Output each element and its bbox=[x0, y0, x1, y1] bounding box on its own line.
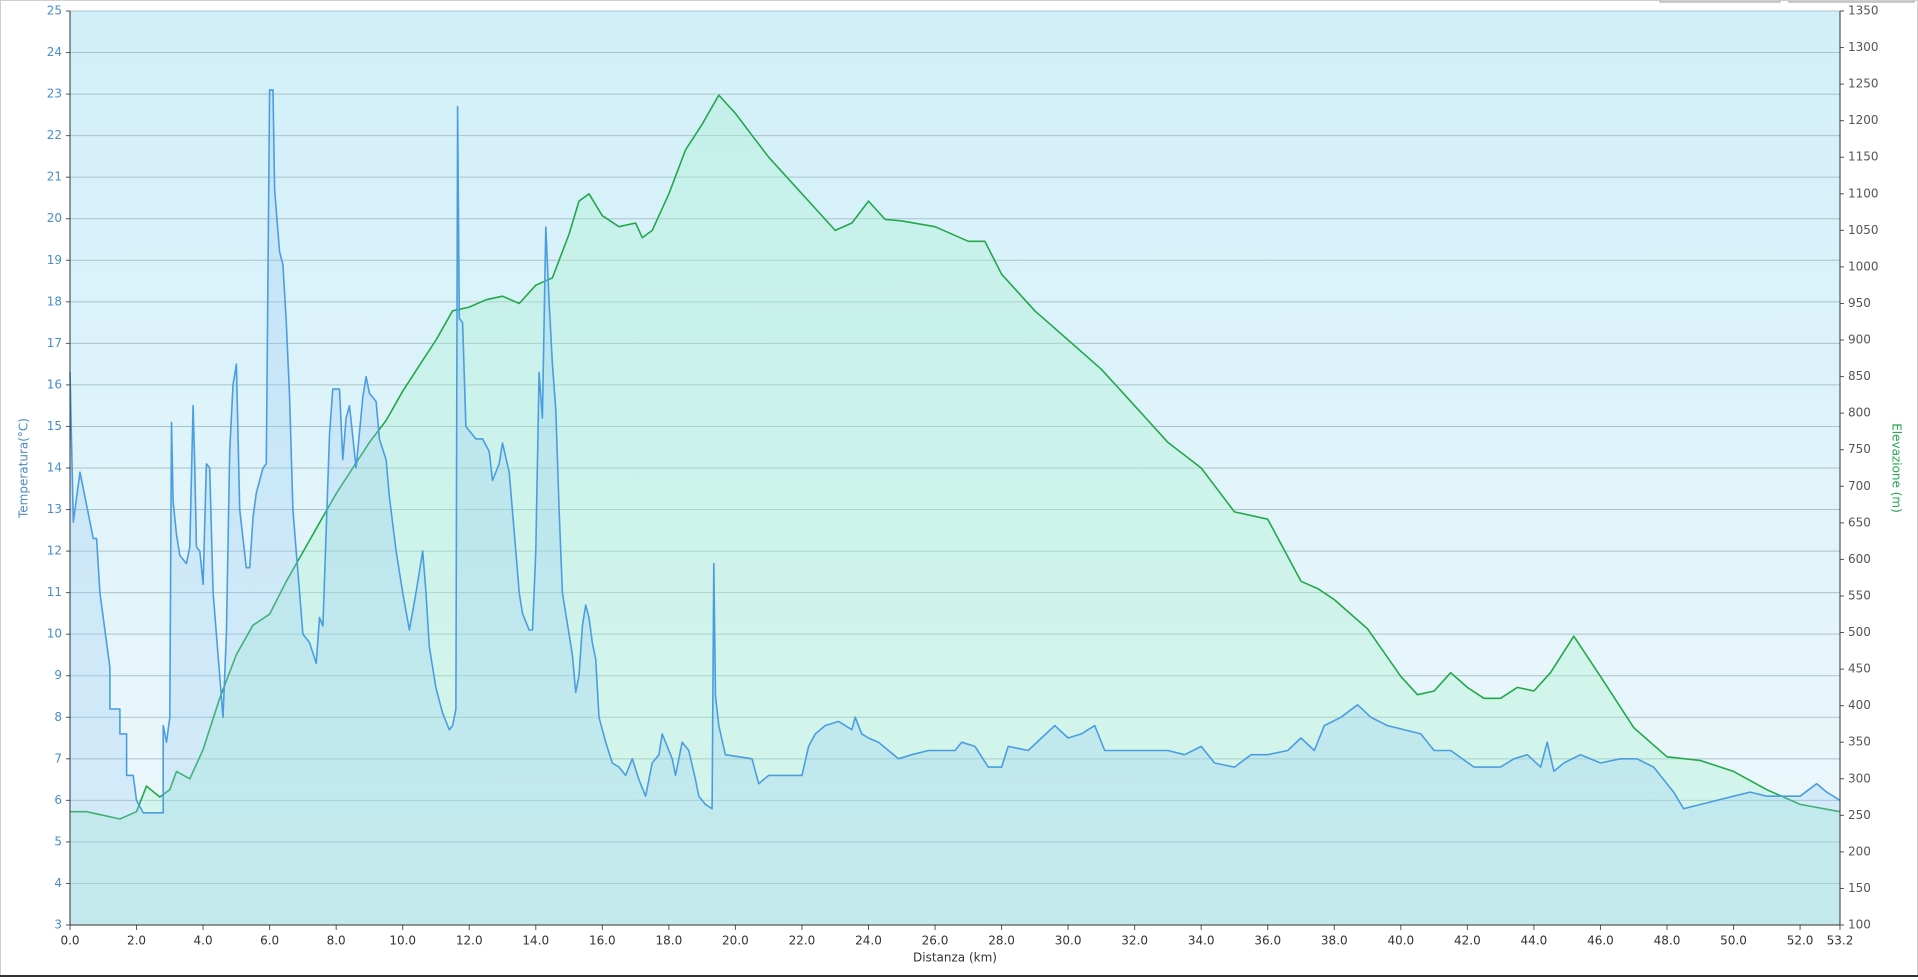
x-tick-label: 38.0 bbox=[1321, 934, 1348, 948]
y2-tick-label: 900 bbox=[1848, 333, 1871, 347]
y2-tick-label: 1100 bbox=[1848, 186, 1879, 200]
x-axis-title: Distanza (km) bbox=[913, 951, 997, 965]
x-tick-label: 22.0 bbox=[789, 934, 816, 948]
x-tick-label: 40.0 bbox=[1387, 934, 1414, 948]
y2-tick-label: 850 bbox=[1848, 369, 1871, 383]
y-axis-title: Temperatura(°C) bbox=[17, 418, 31, 519]
x-tick-label: 34.0 bbox=[1188, 934, 1215, 948]
x-tick-label: 48.0 bbox=[1654, 934, 1681, 948]
x-tick-label: 16.0 bbox=[589, 934, 616, 948]
x-tick-label: 50.0 bbox=[1720, 934, 1747, 948]
x-tick-label: 0.0 bbox=[60, 934, 79, 948]
y-tick-label: 15 bbox=[47, 419, 62, 433]
y-tick-label: 7 bbox=[54, 751, 62, 765]
x-tick-label: 4.0 bbox=[194, 934, 213, 948]
y-tick-label: 19 bbox=[47, 253, 62, 267]
x-tick-label: 8.0 bbox=[327, 934, 346, 948]
y2-tick-label: 600 bbox=[1848, 552, 1871, 566]
y2-tick-label: 800 bbox=[1848, 406, 1871, 420]
y-tick-label: 10 bbox=[47, 627, 62, 641]
y-tick-label: 20 bbox=[47, 211, 62, 225]
x-tick-label: 10.0 bbox=[389, 934, 416, 948]
y2-tick-label: 300 bbox=[1848, 771, 1871, 785]
area-fill bbox=[70, 89, 1840, 925]
x-tick-label: 6.0 bbox=[260, 934, 279, 948]
y2-tick-label: 1150 bbox=[1848, 150, 1879, 164]
y2-tick-label: 1250 bbox=[1848, 77, 1879, 91]
x-tick-label: 46.0 bbox=[1587, 934, 1614, 948]
x-tick-label: 44.0 bbox=[1521, 934, 1548, 948]
y-tick-label: 24 bbox=[47, 45, 62, 59]
x-tick-label: 2.0 bbox=[127, 934, 146, 948]
y2-tick-label: 950 bbox=[1848, 296, 1871, 310]
y-tick-label: 25 bbox=[47, 4, 62, 18]
y-tick-label: 4 bbox=[54, 876, 62, 890]
series-line bbox=[70, 94, 1841, 820]
y-tick-label: 21 bbox=[47, 170, 62, 184]
y-tick-label: 18 bbox=[47, 294, 62, 308]
y2-tick-label: 250 bbox=[1848, 808, 1871, 822]
area-fill bbox=[70, 95, 1840, 926]
y-tick-label: 3 bbox=[54, 918, 62, 932]
x-tick-label: 18.0 bbox=[656, 934, 683, 948]
x-tick-label: 14.0 bbox=[522, 934, 549, 948]
y-tick-label: 5 bbox=[54, 834, 62, 848]
series-line bbox=[69, 89, 1841, 814]
x-tick-label: 28.0 bbox=[988, 934, 1015, 948]
y2-tick-label: 200 bbox=[1848, 844, 1871, 858]
x-tick-label: 36.0 bbox=[1254, 934, 1281, 948]
y2-tick-label: 1000 bbox=[1848, 259, 1879, 273]
y-tick-label: 14 bbox=[47, 461, 62, 475]
x-tick-label: 53.2 bbox=[1827, 934, 1854, 948]
y2-tick-label: 750 bbox=[1848, 442, 1871, 456]
y-tick-label: 16 bbox=[47, 377, 62, 391]
y2-axis-title: Elevazione (m) bbox=[1890, 423, 1904, 513]
y2-tick-label: 550 bbox=[1848, 588, 1871, 602]
y2-tick-label: 700 bbox=[1848, 479, 1871, 493]
y2-tick-label: 500 bbox=[1848, 625, 1871, 639]
y-tick-label: 23 bbox=[47, 87, 62, 101]
y-tick-label: 8 bbox=[54, 710, 62, 724]
y2-tick-label: 1050 bbox=[1848, 223, 1879, 237]
x-tick-label: 26.0 bbox=[922, 934, 949, 948]
y2-tick-label: 1300 bbox=[1848, 40, 1879, 54]
y-tick-label: 13 bbox=[47, 502, 62, 516]
y2-tick-label: 1350 bbox=[1848, 4, 1879, 18]
x-tick-label: 52.0 bbox=[1787, 934, 1814, 948]
y2-tick-label: 450 bbox=[1848, 662, 1871, 676]
y-tick-label: 12 bbox=[47, 544, 62, 558]
y2-tick-label: 100 bbox=[1848, 918, 1871, 932]
y-tick-label: 9 bbox=[54, 668, 62, 682]
x-tick-label: 42.0 bbox=[1454, 934, 1481, 948]
x-tick-label: 12.0 bbox=[456, 934, 483, 948]
x-tick-label: 32.0 bbox=[1121, 934, 1148, 948]
y-tick-label: 11 bbox=[47, 585, 62, 599]
y-tick-label: 22 bbox=[47, 128, 62, 142]
y2-tick-label: 400 bbox=[1848, 698, 1871, 712]
y2-tick-label: 350 bbox=[1848, 735, 1871, 749]
x-tick-label: 24.0 bbox=[855, 934, 882, 948]
y2-tick-label: 150 bbox=[1848, 881, 1871, 895]
y-tick-label: 6 bbox=[54, 793, 62, 807]
y2-tick-label: 1200 bbox=[1848, 113, 1879, 127]
x-tick-label: 30.0 bbox=[1055, 934, 1082, 948]
x-tick-label: 20.0 bbox=[722, 934, 749, 948]
y2-tick-label: 650 bbox=[1848, 515, 1871, 529]
y-tick-label: 17 bbox=[47, 336, 62, 350]
